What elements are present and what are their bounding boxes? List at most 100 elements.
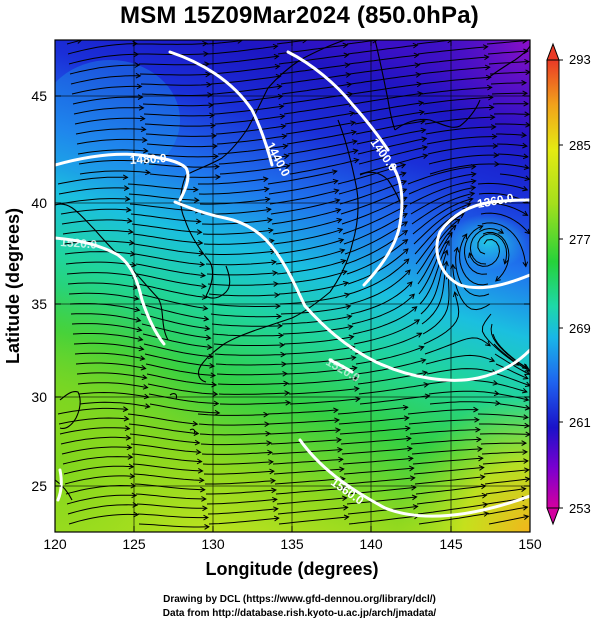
- streamline: [133, 243, 204, 255]
- streamline-arrow: [523, 396, 530, 402]
- streamline-arrow: [422, 370, 429, 376]
- streamline: [60, 208, 131, 215]
- streamline: [353, 319, 420, 345]
- streamline-arrow: [421, 145, 428, 151]
- streamline-arrow: [279, 113, 286, 120]
- streamline-arrow: [338, 456, 344, 463]
- streamline-arrow: [492, 380, 499, 386]
- streamline-arrow: [420, 358, 427, 364]
- streamline: [477, 182, 528, 191]
- streamline-arrow: [352, 375, 359, 382]
- streamline-arrow: [522, 505, 529, 511]
- streamline: [411, 192, 475, 225]
- streamline-arrow: [344, 62, 351, 69]
- streamline-arrow: [193, 430, 200, 436]
- streamline-arrow: [418, 100, 425, 107]
- streamline: [422, 96, 493, 105]
- streamline-arrow: [333, 188, 340, 195]
- streamline: [210, 75, 281, 85]
- streamline: [146, 373, 217, 386]
- streamline: [136, 273, 206, 287]
- streamline-arrow: [201, 496, 207, 502]
- streamline: [65, 484, 136, 495]
- streamline-arrow: [470, 164, 477, 170]
- streamline-arrow: [337, 227, 344, 234]
- streamline-arrow: [129, 473, 136, 479]
- contour-1400b: [362, 163, 404, 287]
- streamline-arrow: [204, 325, 211, 332]
- streamline: [217, 145, 288, 155]
- streamline-arrow: [135, 317, 142, 323]
- streamline: [411, 448, 482, 455]
- streamline: [135, 493, 206, 500]
- streamline-arrow: [339, 466, 345, 473]
- streamline-arrow: [491, 133, 498, 140]
- streamline: [408, 173, 476, 195]
- streamline-arrow: [422, 153, 429, 159]
- streamline-arrow: [280, 351, 287, 358]
- streamline-arrow: [268, 459, 274, 465]
- streamline-arrow: [200, 272, 207, 278]
- streamline: [76, 372, 147, 379]
- streamline-arrow: [194, 439, 201, 446]
- streamline: [66, 272, 137, 278]
- contour-1400: [286, 50, 390, 152]
- streamline-arrow: [401, 196, 408, 202]
- streamline: [275, 249, 345, 265]
- streamline-arrow: [278, 103, 285, 110]
- streamline-arrow: [275, 73, 282, 80]
- streamline-arrow: [126, 444, 133, 451]
- streamline-arrow: [483, 54, 490, 61]
- streamline-arrow: [124, 196, 131, 202]
- streamline-arrow: [197, 467, 204, 474]
- streamline-arrow: [336, 217, 343, 224]
- streamline: [273, 228, 343, 245]
- streamline: [79, 401, 150, 408]
- streamline: [66, 494, 137, 505]
- geopotential-contours: [55, 50, 530, 518]
- streamline: [74, 117, 145, 125]
- x-tick-label: 120: [43, 536, 67, 552]
- streamline-arrow: [345, 72, 352, 78]
- streamline-arrow: [336, 437, 342, 443]
- streamline-arrow: [283, 380, 290, 387]
- streamline: [498, 163, 529, 169]
- streamline-arrow: [405, 269, 411, 276]
- streamline-arrow: [208, 102, 214, 109]
- streamline-arrow: [420, 127, 427, 134]
- streamlines: [57, 40, 530, 530]
- streamline: [421, 86, 492, 95]
- y-tick-label: 35: [31, 296, 47, 312]
- streamline: [199, 198, 270, 205]
- streamline: [135, 263, 206, 277]
- streamline: [75, 362, 146, 369]
- streamline: [77, 382, 148, 389]
- streamline-arrow: [447, 231, 453, 238]
- streamline-arrow: [478, 465, 485, 471]
- streamline-arrow: [342, 42, 349, 49]
- streamline-arrow: [452, 291, 459, 298]
- streamline: [463, 225, 488, 275]
- streamline: [64, 475, 135, 485]
- streamline-arrow: [489, 356, 496, 363]
- streamline-arrow: [271, 259, 277, 266]
- streamline-arrow: [209, 362, 215, 369]
- streamline: [274, 239, 344, 255]
- contour-1360b: [435, 230, 530, 290]
- streamline: [209, 65, 280, 75]
- streamline-arrow: [333, 407, 339, 414]
- streamline: [349, 269, 411, 305]
- streamline: [205, 261, 276, 266]
- streamline: [271, 449, 342, 455]
- streamline: [427, 145, 498, 155]
- streamline: [477, 413, 528, 418]
- streamline-arrow: [525, 431, 530, 438]
- streamline-arrow: [280, 123, 287, 130]
- streamline: [342, 205, 408, 235]
- streamline: [428, 390, 499, 395]
- streamline: [68, 292, 139, 300]
- streamline-arrow: [401, 179, 408, 186]
- streamline: [499, 173, 530, 180]
- streamline: [138, 293, 208, 310]
- streamline: [217, 382, 289, 385]
